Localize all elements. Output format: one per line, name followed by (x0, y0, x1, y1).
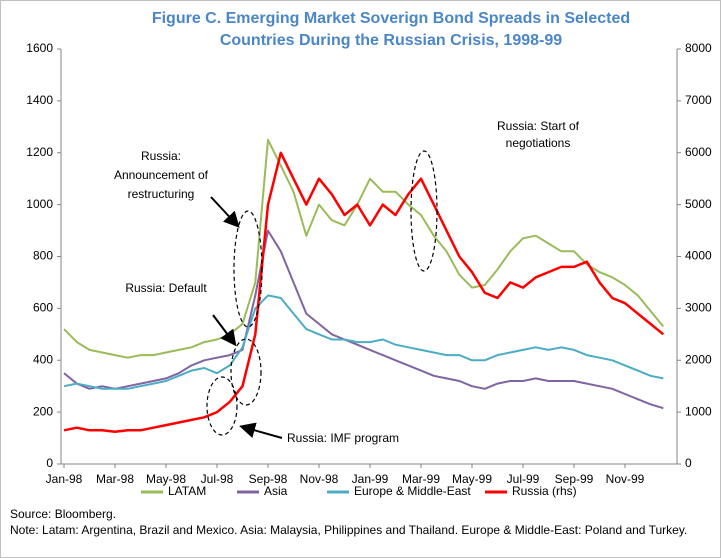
annotation: restructuring (128, 187, 195, 201)
x-tick-label: Nov-98 (300, 472, 339, 486)
x-tick-label: May-99 (452, 472, 492, 486)
x-tick-label: Jul-99 (507, 472, 540, 486)
legend-label: Russia (rhs) (512, 484, 577, 498)
y-tick-label: 0 (46, 456, 53, 470)
chart-title: Countries During the Russian Crisis, 199… (220, 32, 562, 49)
x-tick-label: Sep-98 (249, 472, 288, 486)
y-tick-label: 600 (33, 301, 53, 315)
series-line (63, 138, 665, 359)
y-tick-label: 1200 (26, 145, 53, 159)
y2-tick-label: 8000 (685, 41, 712, 55)
x-tick-label: Jan-99 (352, 472, 389, 486)
legend-label: Asia (264, 484, 288, 498)
chart-title: Figure C. Emerging Market Soverign Bond … (152, 10, 630, 27)
highlight-ellipse (230, 338, 262, 406)
y-tick-label: 200 (33, 404, 53, 418)
y2-tick-label: 1000 (685, 404, 712, 418)
y2-tick-label: 6000 (685, 145, 712, 159)
x-tick-label: Jan-98 (46, 472, 83, 486)
annotation-arrows (210, 196, 283, 439)
y-tick-label: 800 (33, 249, 53, 263)
x-tick-label: Nov-99 (606, 472, 645, 486)
legend-label: LATAM (168, 484, 206, 498)
x-tick-label: Mar-99 (402, 472, 440, 486)
highlight-ellipse (233, 210, 263, 328)
y2-tick-label: 7000 (685, 93, 712, 107)
x-tick-label: Mar-98 (96, 472, 134, 486)
annotation: negotiations (506, 136, 571, 150)
annotation-shapes (206, 150, 438, 436)
footnotes: Source: Bloomberg. Note: Latam: Argentin… (10, 506, 710, 538)
y2-tick-label: 2000 (685, 352, 712, 366)
series-line (63, 229, 664, 410)
annotation: Russia: Default (125, 281, 207, 295)
series-line (63, 151, 665, 434)
annotation: Announcement of (114, 168, 209, 182)
y2-tick-label: 4000 (685, 249, 712, 263)
series-line (63, 294, 664, 390)
x-tick-label: Jul-98 (201, 472, 234, 486)
y-tick-label: 1600 (26, 41, 53, 55)
legend-label: Europe & Middle-East (354, 484, 471, 498)
highlight-ellipse (410, 150, 438, 272)
source: Source: Bloomberg. (10, 507, 117, 521)
x-tick-label: Sep-99 (555, 472, 594, 486)
annotation: Russia: Start of (497, 119, 580, 133)
annotation: Russia: (141, 149, 181, 163)
arrow (212, 314, 237, 347)
note: Note: Latam: Argentina, Brazil and Mexic… (10, 523, 688, 537)
annotation: Russia: IMF program (287, 431, 399, 445)
chart: Figure C. Emerging Market Soverign Bond … (26, 10, 712, 498)
y-tick-label: 1000 (26, 197, 53, 211)
arrow (210, 196, 240, 228)
y-tick-label: 1400 (26, 93, 53, 107)
y-tick-label: 400 (33, 352, 53, 366)
y2-tick-label: 0 (685, 456, 692, 470)
y2-tick-label: 5000 (685, 197, 712, 211)
arrow (239, 422, 283, 439)
y2-tick-label: 3000 (685, 301, 712, 315)
x-tick-label: May-98 (146, 472, 186, 486)
highlight-ellipse (206, 376, 238, 436)
